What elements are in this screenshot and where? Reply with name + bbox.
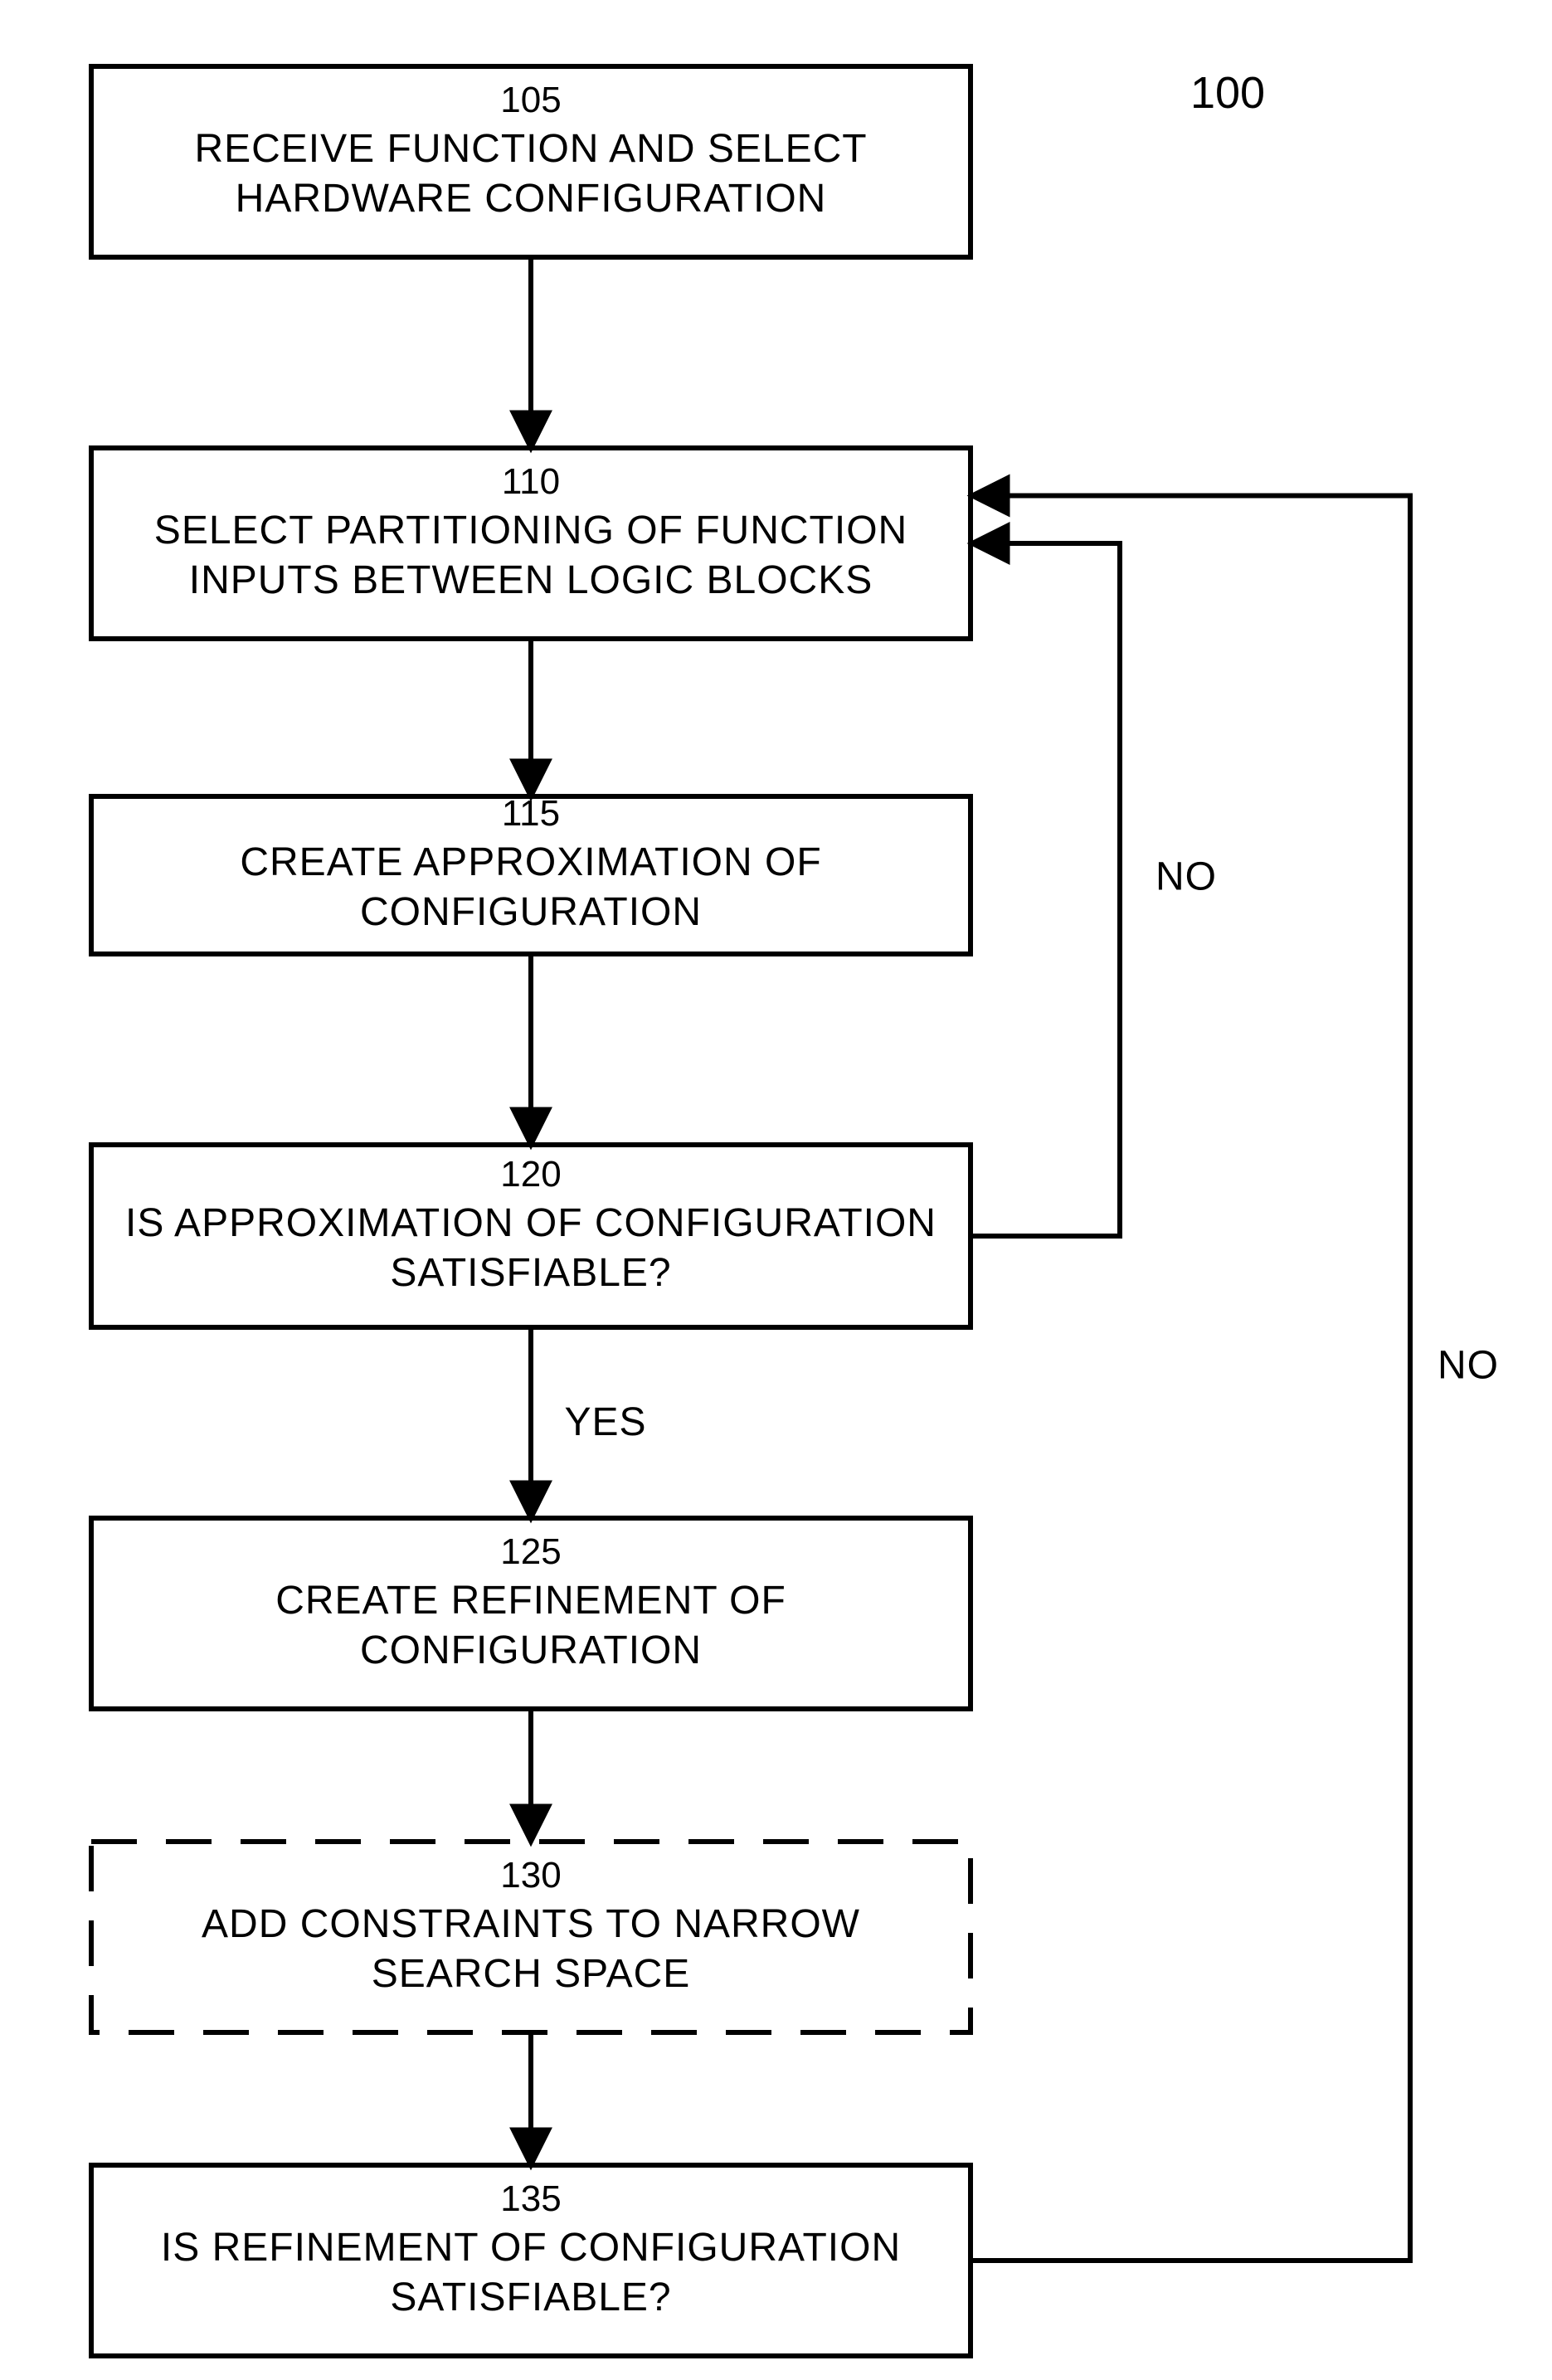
node-line2: CONFIGURATION	[360, 1628, 702, 1672]
node-line2: SEARCH SPACE	[372, 1952, 691, 1996]
node-line1: RECEIVE FUNCTION AND SELECT	[194, 127, 867, 171]
node-120: 120 IS APPROXIMATION OF CONFIGURATION SATI…	[91, 1145, 971, 1327]
node-110: 110 SELECT PARTITIONING OF FUNCTION INPUTS…	[91, 448, 971, 639]
node-line2: HARDWARE CONFIGURATION	[236, 177, 827, 221]
node-line1: SELECT PARTITIONING OF FUNCTION	[154, 509, 907, 552]
node-115: 115 CREATE APPROXIMATION OF CONFIGURATION	[91, 793, 971, 954]
node-125: 125 CREATE REFINEMENT OF CONFIGURATION	[91, 1518, 971, 1709]
node-line2: INPUTS BETWEEN LOGIC BLOCKS	[189, 558, 873, 602]
label-yes-120: YES	[564, 1400, 646, 1444]
node-num: 115	[502, 793, 560, 834]
node-line2: CONFIGURATION	[360, 890, 702, 934]
node-num: 135	[500, 2178, 561, 2219]
node-130: 130 ADD CONSTRAINTS TO NARROW SEARCH SPACE	[91, 1842, 971, 2032]
node-line1: CREATE REFINEMENT OF	[275, 1579, 786, 1623]
node-135: 135 IS REFINEMENT OF CONFIGURATION SATISFI…	[91, 2165, 971, 2356]
node-num: 125	[500, 1531, 561, 1572]
node-line2: SATISFIABLE?	[390, 1251, 671, 1295]
node-num: 110	[502, 461, 560, 502]
node-num: 120	[500, 1154, 561, 1195]
arrow-120-no-110	[971, 543, 1120, 1236]
label-no-120: NO	[1155, 855, 1217, 899]
node-num: 130	[500, 1855, 561, 1896]
node-105: 105 RECEIVE FUNCTION AND SELECT HARDWARE C…	[91, 66, 971, 257]
node-line1: IS REFINEMENT OF CONFIGURATION	[161, 2226, 901, 2270]
label-no-135: NO	[1438, 1343, 1499, 1387]
node-line1: IS APPROXIMATION OF CONFIGURATION	[125, 1201, 937, 1245]
node-line1: ADD CONSTRAINTS TO NARROW	[202, 1902, 860, 1946]
figure-label: 100	[1190, 68, 1265, 118]
node-line2: SATISFIABLE?	[390, 2275, 671, 2319]
arrow-135-no-110	[971, 496, 1410, 2261]
node-line1: CREATE APPROXIMATION OF	[240, 840, 821, 884]
node-num: 105	[500, 80, 561, 120]
